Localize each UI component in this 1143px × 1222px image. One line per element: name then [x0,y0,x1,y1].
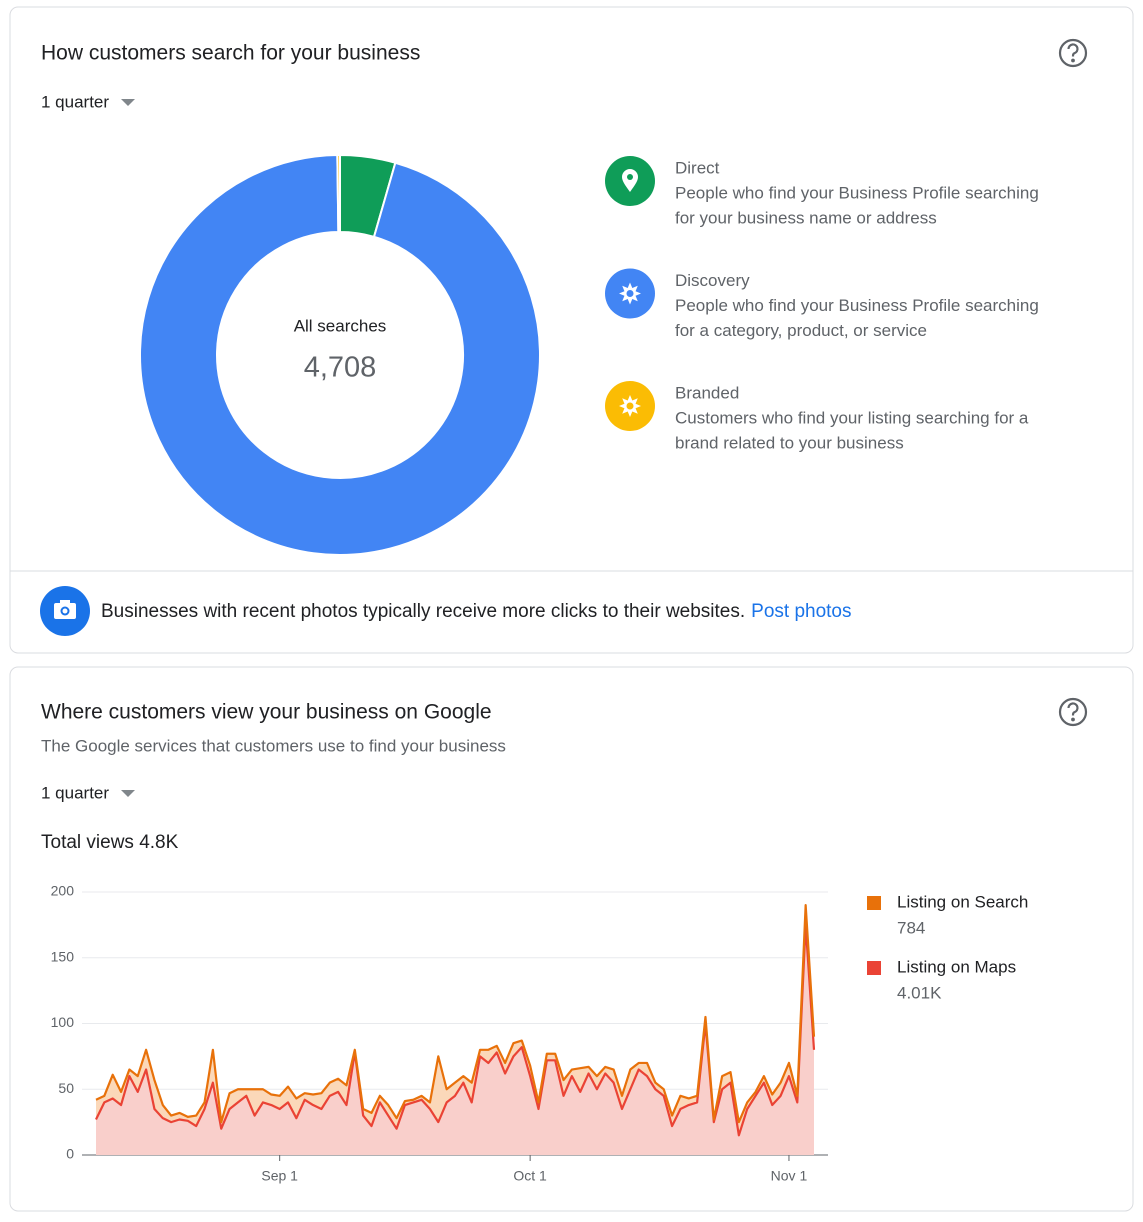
legend-icon [626,402,634,410]
legend-name: Branded [675,383,739,402]
area [96,924,814,1155]
legend-description: for your business name or address [675,208,937,227]
x-tick-label: Nov 1 [771,1168,808,1184]
legend-icon [622,169,638,192]
dropdown-arrow[interactable] [121,99,135,106]
period-select[interactable]: 1 quarter [41,92,109,111]
y-tick-label: 200 [51,883,75,899]
y-tick-label: 0 [66,1146,74,1162]
card-title: Where customers view your business on Go… [41,701,492,724]
y-tick-label: 150 [51,948,75,964]
legend-name: Direct [675,158,720,177]
line [95,904,816,1124]
x-tick-label: Oct 1 [513,1168,547,1184]
tip-icon [40,586,90,636]
card [9,666,1134,1212]
legend-name: Listing on Search [897,892,1028,911]
legend-total: 4.01K [897,983,942,1002]
period-select[interactable]: 1 quarter [41,783,109,802]
x-tick-label: Sep 1 [261,1168,298,1184]
donut-slice [139,154,542,556]
legend-name: Listing on Maps [897,957,1016,976]
legend-total: 784 [897,918,925,937]
total-views: Total views 4.8K [41,832,179,853]
donut-slice [336,153,341,234]
legend-icon [627,174,633,180]
post-photos-link[interactable]: Post photos [751,601,851,622]
legend-swatch [867,896,881,910]
center-value: 4,708 [304,352,377,384]
legend-description: for a category, product, or service [675,321,927,340]
legend-swatch [867,961,881,975]
legend-name: Discovery [675,271,750,290]
center-title: All searches [294,316,387,335]
legend-icon [626,290,634,297]
y-tick-label: 100 [51,1014,75,1030]
help-button[interactable] [1058,697,1088,727]
legend-description: People who find your Business Profile se… [675,296,1039,315]
card-subtitle: The Google services that customers use t… [41,736,506,755]
tip-text: Businesses with recent photos typically … [101,601,745,622]
legend-description: People who find your Business Profile se… [675,183,1039,202]
line [95,923,816,1137]
legend-description: Customers who find your listing searchin… [675,408,1029,427]
legend-description: brand related to your business [675,433,904,452]
dropdown-arrow[interactable] [121,790,135,797]
y-tick-label: 50 [58,1080,74,1096]
card-title: How customers search for your business [41,42,420,65]
help-button[interactable] [1058,38,1088,68]
